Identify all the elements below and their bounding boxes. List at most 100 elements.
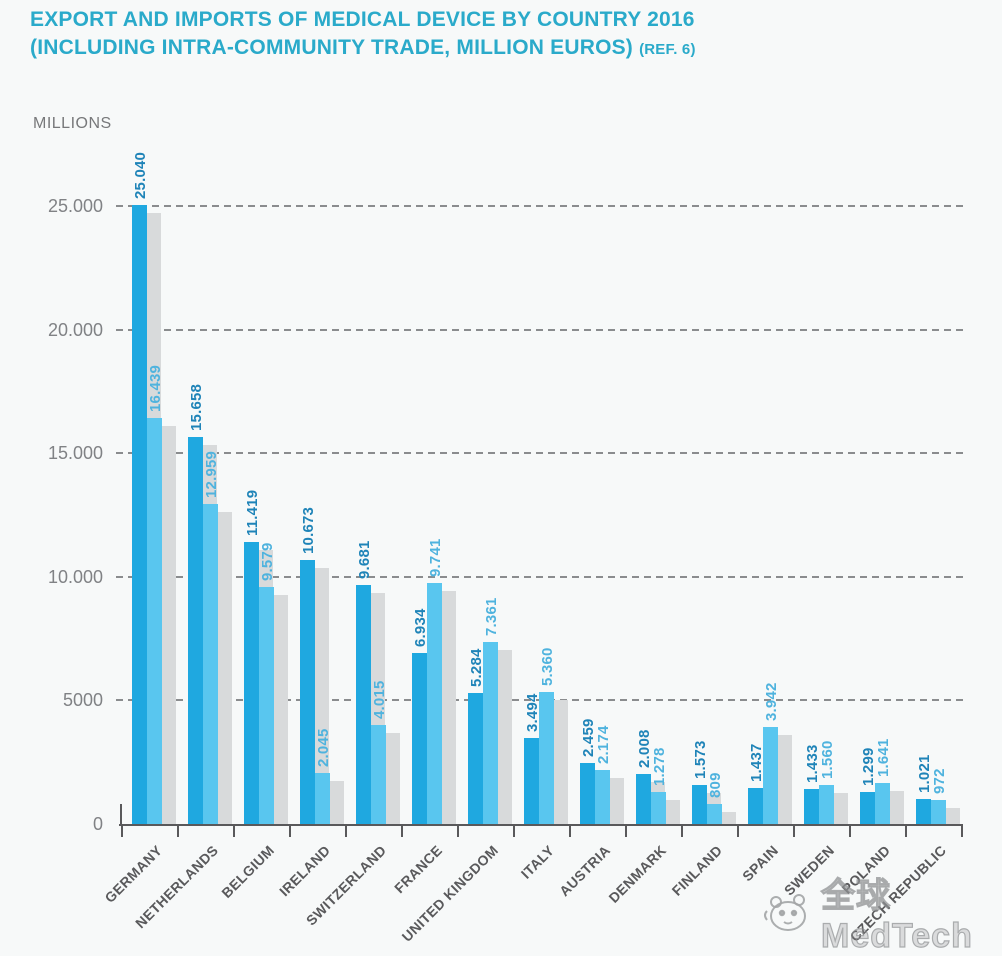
bar-import-belgium: [259, 587, 274, 824]
bar-import-denmark: [651, 792, 666, 824]
value-label-import-denmark: 1.278: [651, 747, 668, 786]
bar-shadow-import-italy: [553, 700, 568, 824]
gridline-20000: [116, 328, 967, 331]
chart-subtitle-text: (INCLUDING INTRA-COMMUNITY TRADE, MILLIO…: [30, 36, 634, 59]
value-label-import-czech-republic: 972: [931, 768, 948, 794]
bar-shadow-import-austria: [609, 778, 624, 824]
bar-import-united-kingdom: [483, 642, 498, 824]
value-label-import-ireland: 2.045: [315, 728, 332, 767]
bar-export-ireland: [300, 560, 315, 824]
x-axis-tick-0: [121, 824, 123, 837]
gridline-10000: [116, 575, 967, 578]
x-axis-tick-8: [569, 824, 571, 837]
x-axis-tick-10: [681, 824, 683, 837]
chart-title-ref: (REF. 6): [639, 41, 696, 58]
y-tick-label-20000: 20.000: [47, 319, 103, 340]
bar-import-italy: [539, 692, 554, 824]
bar-import-czech-republic: [931, 800, 946, 824]
value-label-import-france: 9.741: [427, 538, 444, 577]
watermark-text: 全球MedTech: [820, 876, 973, 955]
x-axis-label-denmark: DENMARK: [605, 842, 670, 906]
watermark: 全球MedTech: [763, 868, 1002, 956]
value-label-export-ireland: 10.673: [300, 506, 317, 554]
value-label-export-belgium: 11.419: [244, 489, 261, 536]
bar-shadow-import-united-kingdom: [497, 650, 512, 824]
bar-export-italy: [524, 738, 539, 824]
bar-shadow-import-czech-republic: [945, 808, 960, 824]
value-label-export-netherlands: 15.658: [188, 383, 205, 431]
x-axis-tick-11: [737, 824, 739, 837]
y-axis-unit-label: MILLIONS: [33, 115, 112, 132]
chart-title: EXPORT AND IMPORTS OF MEDICAL DEVICE BY …: [30, 6, 696, 64]
x-axis-label-austria: AUSTRIA: [556, 842, 614, 900]
bar-shadow-import-germany: [161, 426, 176, 824]
bar-shadow-export-ireland: [314, 568, 329, 824]
bar-import-sweden: [819, 785, 834, 824]
bar-export-finland: [692, 785, 707, 824]
x-axis-tick-13: [849, 824, 851, 837]
value-label-import-finland: 809: [707, 772, 724, 798]
bar-import-ireland: [315, 773, 330, 824]
value-label-import-belgium: 9.579: [259, 542, 276, 581]
value-label-export-france: 6.934: [412, 608, 429, 647]
value-label-import-sweden: 1.560: [819, 740, 836, 779]
bar-export-united-kingdom: [468, 693, 483, 824]
bar-export-denmark: [636, 774, 651, 824]
bar-export-switzerland: [356, 585, 371, 824]
bar-export-poland: [860, 792, 875, 824]
value-label-import-austria: 2.174: [595, 725, 612, 764]
bar-shadow-import-finland: [721, 812, 736, 824]
value-label-import-poland: 1.641: [875, 738, 892, 777]
value-label-import-italy: 5.360: [539, 647, 556, 686]
bar-export-france: [412, 653, 427, 824]
value-label-export-switzerland: 9.681: [356, 540, 373, 579]
value-label-import-united-kingdom: 7.361: [483, 597, 500, 636]
bar-shadow-import-ireland: [329, 781, 344, 824]
bar-shadow-import-poland: [889, 791, 904, 824]
gridline-15000: [116, 452, 967, 455]
y-tick-label-25000: 25.000: [47, 196, 103, 216]
value-label-export-germany: 25.040: [132, 151, 149, 199]
x-axis-tick-9: [625, 824, 627, 837]
value-label-import-netherlands: 12.959: [203, 450, 220, 498]
x-axis-tick-15: [961, 824, 963, 837]
bar-shadow-import-belgium: [273, 595, 288, 824]
bar-export-czech-republic: [916, 799, 931, 824]
x-axis-tick-4: [345, 824, 347, 837]
value-label-import-switzerland: 4.015: [371, 680, 388, 719]
x-axis-tick-1: [177, 824, 179, 837]
y-tick-label-10000: 10.000: [47, 566, 103, 587]
x-axis-tick-2: [233, 824, 235, 837]
y-tick-label-5000: 5000: [62, 690, 103, 711]
x-axis-tick-6: [457, 824, 459, 837]
bar-import-austria: [595, 770, 610, 824]
bar-export-netherlands: [188, 437, 203, 824]
bar-export-sweden: [804, 789, 819, 824]
gridline-25000: [116, 205, 967, 207]
panda-logo-icon: [763, 889, 815, 935]
bar-import-finland: [707, 804, 722, 824]
x-axis-label-belgium: BELGIUM: [218, 842, 278, 901]
y-tick-label-0: 0: [92, 814, 103, 834]
bar-import-switzerland: [371, 725, 386, 824]
value-label-export-spain: 1.437: [748, 743, 765, 782]
value-label-export-united-kingdom: 5.284: [468, 648, 485, 687]
x-axis-label-france: FRANCE: [391, 842, 446, 897]
chart-title-line2: (INCLUDING INTRA-COMMUNITY TRADE, MILLIO…: [30, 34, 696, 64]
bar-export-belgium: [244, 542, 259, 824]
y-tick-label-15000: 15.000: [47, 443, 103, 464]
chart-title-line1: EXPORT AND IMPORTS OF MEDICAL DEVICE BY …: [30, 8, 695, 31]
x-axis-label-ireland: IRELAND: [276, 842, 334, 900]
bar-shadow-import-switzerland: [385, 733, 400, 824]
bar-export-germany: [132, 205, 147, 824]
x-axis-label-finland: FINLAND: [668, 842, 726, 899]
x-axis-tick-3: [289, 824, 291, 837]
x-axis-tick-7: [513, 824, 515, 837]
bar-shadow-import-denmark: [665, 800, 680, 824]
x-axis-line: [119, 824, 963, 826]
bar-shadow-import-spain: [777, 735, 792, 824]
value-label-import-spain: 3.942: [763, 682, 780, 721]
bar-shadow-import-sweden: [833, 793, 848, 824]
bar-shadow-import-france: [441, 591, 456, 824]
